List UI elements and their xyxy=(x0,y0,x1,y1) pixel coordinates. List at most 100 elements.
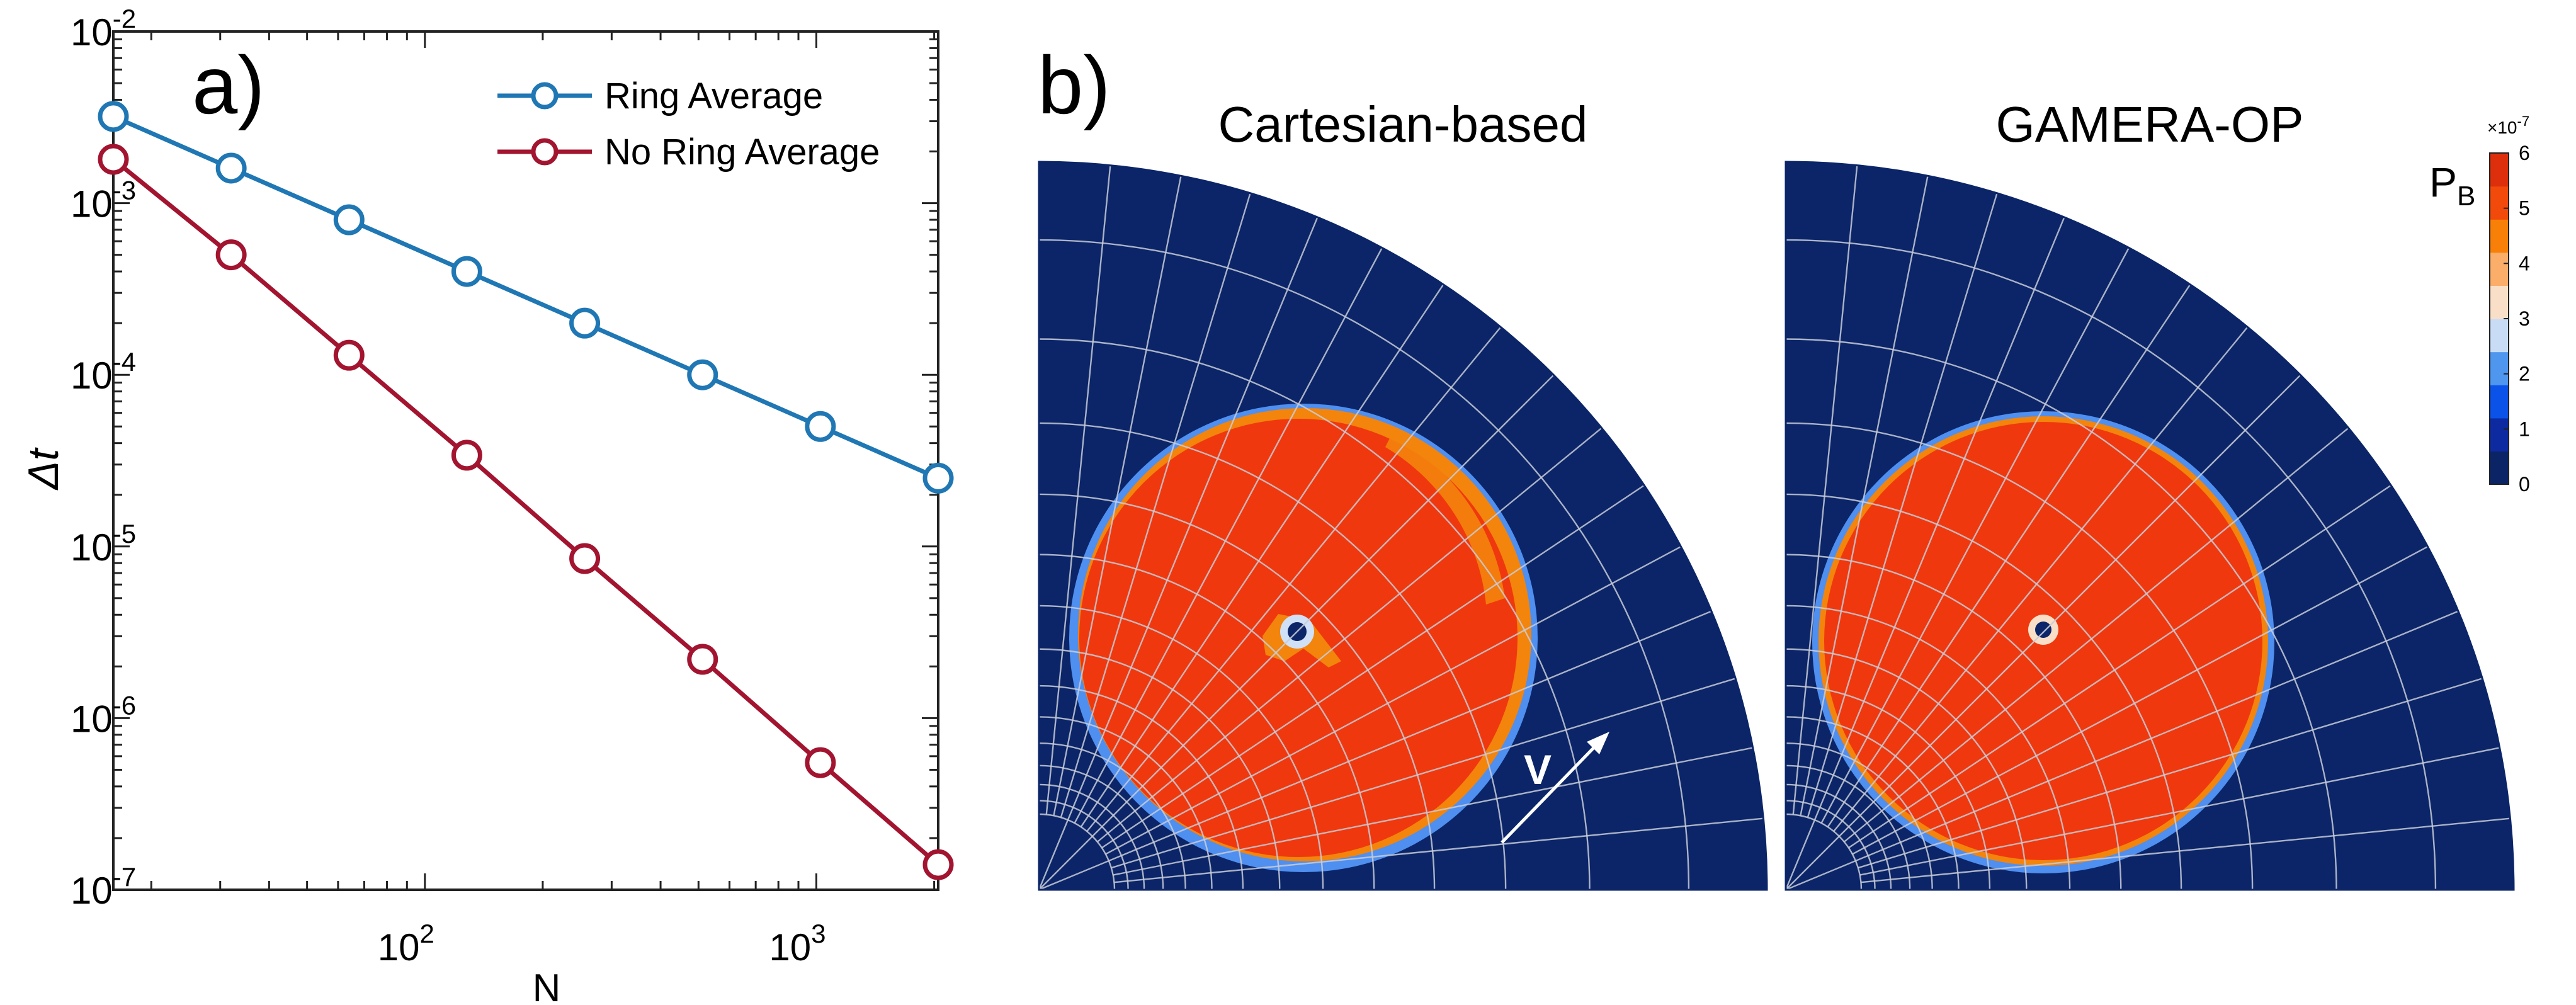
data-point xyxy=(98,101,129,132)
grid-spoke xyxy=(1096,427,1603,843)
polar-grid xyxy=(1786,165,2511,890)
grid-spoke xyxy=(1820,247,2130,824)
blob-edge-band xyxy=(1385,434,1505,605)
data-point xyxy=(98,144,129,175)
center-core xyxy=(2035,622,2051,638)
velocity-label: V xyxy=(1524,746,1552,793)
data-point xyxy=(333,204,365,236)
legend-label-ring-average: Ring Average xyxy=(604,76,823,116)
grid-spoke xyxy=(1060,193,1251,818)
legend-marker-no-ring-average xyxy=(531,138,559,166)
grid-spoke xyxy=(1792,165,1858,815)
colorbar-band xyxy=(2490,319,2509,353)
colorbar-band xyxy=(2490,186,2509,220)
data-point xyxy=(215,152,247,184)
grid-spoke xyxy=(1861,817,2511,883)
colorbar-band xyxy=(2490,417,2509,451)
grid-spoke xyxy=(1848,484,2392,849)
grid-spoke xyxy=(1108,610,1712,862)
data-point xyxy=(451,440,482,471)
colorbar-band xyxy=(2490,351,2509,385)
colorbar-scale: ×10-7 xyxy=(2487,113,2529,137)
grid-spoke xyxy=(1859,747,2500,876)
y-tick-label: 10-2 xyxy=(71,4,136,54)
legend: Ring Average No Ring Average xyxy=(497,76,880,173)
velocity-arrow xyxy=(1501,735,1606,844)
data-point xyxy=(687,359,718,390)
data-point xyxy=(333,339,365,371)
colorbar-tick-label: 5 xyxy=(2519,197,2530,220)
grid-spoke xyxy=(1833,326,2249,832)
grid-spoke xyxy=(1080,284,1444,827)
panel-b-label: b) xyxy=(1038,39,1111,131)
colorbar-tick-label: 4 xyxy=(2519,252,2530,275)
series-line-no-ring-average xyxy=(113,157,938,866)
data-point xyxy=(805,411,836,442)
series-layer xyxy=(113,114,938,866)
colorbar-label: PB xyxy=(2429,159,2475,212)
data-point xyxy=(687,644,718,675)
grid-spoke xyxy=(1839,374,2301,837)
colorbar-tick-label: 0 xyxy=(2519,473,2530,496)
grid-spoke xyxy=(1101,484,1645,849)
velocity-arrowhead xyxy=(1587,732,1609,754)
x-tick-label: 102 xyxy=(378,919,434,968)
y-tick-label: 10-4 xyxy=(71,347,136,397)
colorbar-band xyxy=(2490,219,2509,253)
grid-spoke xyxy=(1074,247,1383,824)
grid-spoke xyxy=(1111,678,1736,869)
y-tick-label: 10-7 xyxy=(71,862,136,912)
grid-spoke xyxy=(1855,610,2459,862)
legend-label-no-ring-average: No Ring Average xyxy=(604,132,880,173)
data-point xyxy=(569,307,601,339)
grid-spoke-inner xyxy=(1786,819,1816,890)
grid-spoke xyxy=(1852,546,2429,855)
grid-spoke-inner xyxy=(1039,860,1109,890)
y-tick-label: 10-6 xyxy=(71,690,136,740)
data-point xyxy=(922,849,954,880)
grid-spoke-inner xyxy=(1039,819,1069,890)
heatmap-title-cartesian-based: Cartesian-based xyxy=(1218,96,1588,152)
legend-marker-ring-average xyxy=(531,82,559,110)
colorbar-band xyxy=(2490,451,2509,485)
grid-spoke xyxy=(1086,326,1502,832)
quarter-disk-outline xyxy=(1038,161,1768,891)
line-chart-panel: 10-210-310-410-510-610-7 102 103 a) N Δt … xyxy=(20,4,954,1005)
colorbar-band xyxy=(2490,285,2509,319)
panel-a-label: a) xyxy=(192,39,265,131)
x-axis: 102 103 xyxy=(150,31,936,968)
colorbar-band xyxy=(2490,252,2509,286)
heatmap-title-gamera-op: GAMERA-OP xyxy=(1996,96,2304,152)
series-line-ring-average xyxy=(113,114,938,480)
grid-spoke xyxy=(1827,284,2191,827)
grid-spoke xyxy=(1807,193,1998,818)
colorbar-ticks: 0 1 2 3 4 5 6 xyxy=(2504,142,2530,496)
heatmap-cartesian-based: Cartesian-based V xyxy=(1038,96,1768,891)
colorbar-tick-label: 1 xyxy=(2519,417,2530,440)
y-axis-label: Δt xyxy=(20,447,67,491)
colorbar: PB ×10-7 0 1 2 3 4 5 6 xyxy=(2429,113,2530,496)
x-tick-label: 103 xyxy=(769,919,826,968)
grid-spoke xyxy=(1105,546,1682,855)
heatmap-panel: b) Cartesian-based V GAMERA-OP xyxy=(1038,39,2530,891)
heatmap-gamera-op: GAMERA-OP xyxy=(1784,96,2515,891)
grid-spoke-inner xyxy=(1786,836,1840,890)
colorbar-band xyxy=(2490,153,2509,187)
data-point xyxy=(215,239,247,271)
grid-spoke xyxy=(1113,747,1754,876)
colorbar-band xyxy=(2490,385,2509,419)
grid-spoke xyxy=(1858,678,2483,869)
y-tick-label: 10-5 xyxy=(71,519,136,569)
y-axis: 10-2 10-3 10-4 10-5 10-6 10-7 xyxy=(71,4,938,912)
data-point xyxy=(805,747,836,778)
data-point xyxy=(569,543,601,574)
colorbar-tick-label: 6 xyxy=(2519,142,2530,164)
grid-spoke xyxy=(1800,175,1929,816)
colorbar-tick-label: 3 xyxy=(2519,307,2530,330)
marker-layer xyxy=(98,101,954,880)
colorbar-tick-label: 2 xyxy=(2519,363,2530,385)
grid-spoke-inner xyxy=(1786,860,1856,890)
x-axis-label: N xyxy=(533,967,561,1005)
grid-spoke xyxy=(1045,165,1111,815)
